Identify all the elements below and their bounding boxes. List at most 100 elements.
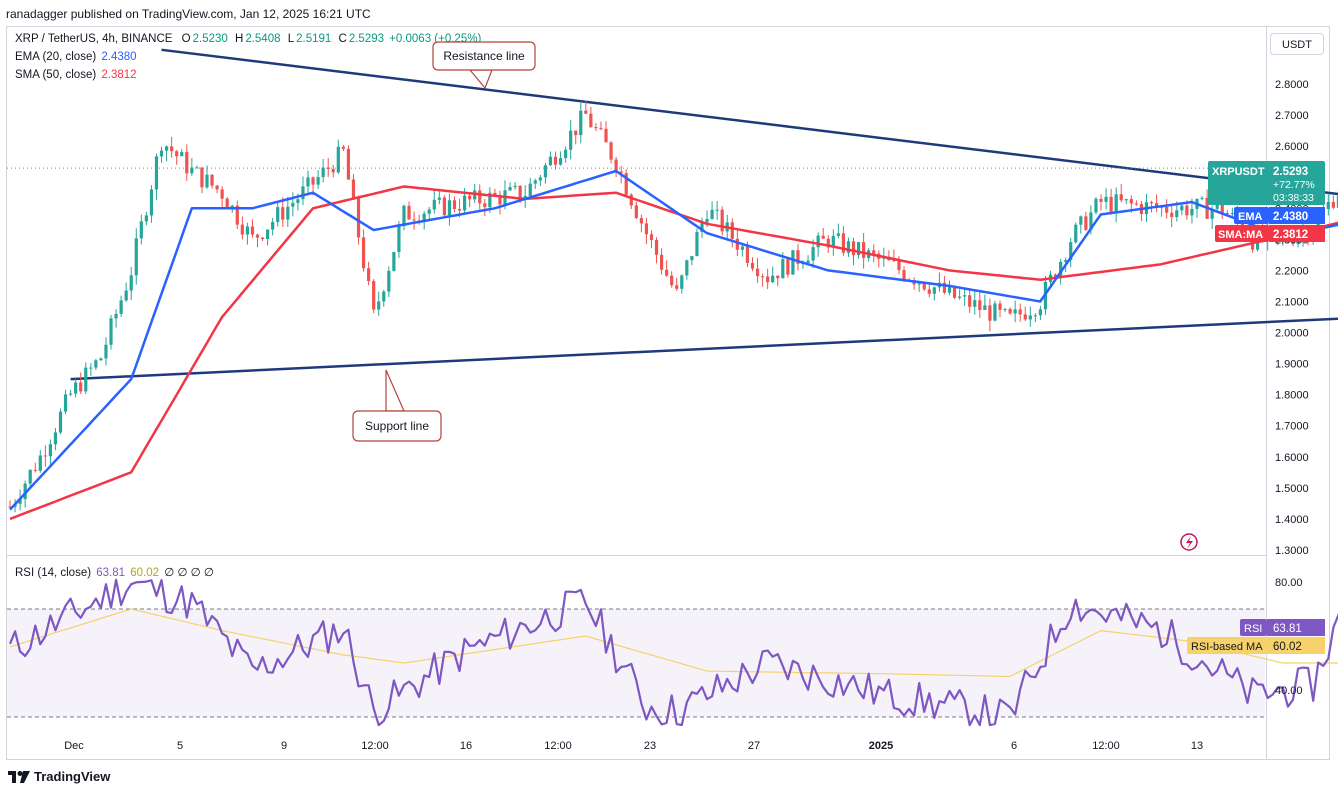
tradingview-logo[interactable]: TradingView bbox=[8, 769, 110, 784]
candle-body bbox=[1119, 194, 1123, 201]
legend-symbol-row: XRP / TetherUS, 4h, BINANCE O 2.5230 H 2.5… bbox=[15, 33, 481, 45]
rsi-badge-bg bbox=[1267, 619, 1325, 636]
candle-body bbox=[558, 158, 563, 165]
sma-line bbox=[9, 185, 1338, 521]
candle-body bbox=[311, 177, 315, 185]
candle-body bbox=[69, 393, 73, 395]
candle-body bbox=[104, 344, 108, 359]
candle-body bbox=[442, 197, 446, 216]
candle-body bbox=[321, 167, 325, 177]
candle-body bbox=[1013, 309, 1017, 314]
candle-body bbox=[1336, 195, 1338, 208]
candle-body bbox=[690, 256, 694, 261]
candle-body bbox=[634, 205, 638, 219]
legend-rsi-row: RSI (14, close) 63.81 60.02 ∅ ∅ ∅ ∅ bbox=[15, 565, 214, 579]
candle-body bbox=[326, 167, 330, 170]
candle-body bbox=[1053, 274, 1058, 279]
rsi-ma-value: 60.02 bbox=[130, 567, 160, 579]
candle-body bbox=[614, 159, 618, 172]
candle-body bbox=[1170, 212, 1174, 217]
candle-body bbox=[372, 281, 376, 310]
candle-body bbox=[468, 195, 472, 200]
sma-label[interactable]: SMA (50, close) bbox=[15, 69, 97, 81]
candle-body bbox=[761, 276, 765, 278]
candle-body bbox=[589, 113, 593, 128]
currency-button[interactable]: USDT bbox=[1270, 33, 1324, 55]
candle-body bbox=[947, 286, 952, 293]
candle-body bbox=[1230, 213, 1234, 215]
candle-body bbox=[564, 149, 568, 159]
tradingview-logo-icon bbox=[8, 770, 30, 783]
candle-body bbox=[745, 246, 750, 263]
candle-body bbox=[215, 185, 219, 190]
candle-body bbox=[957, 296, 962, 298]
resistance-trendline bbox=[161, 48, 1338, 196]
candle-body bbox=[831, 235, 835, 248]
candle-body bbox=[1326, 201, 1330, 209]
candle-body bbox=[851, 241, 856, 256]
candle-body bbox=[902, 270, 906, 280]
price-axis[interactable] bbox=[1266, 26, 1330, 760]
candle-body bbox=[377, 301, 381, 310]
candle-body bbox=[1008, 309, 1012, 314]
candle-body bbox=[1023, 314, 1027, 320]
candle-body bbox=[599, 127, 603, 129]
candle-body bbox=[1089, 212, 1093, 230]
ohlc-h-label: H bbox=[235, 33, 244, 45]
candle-body bbox=[518, 185, 522, 200]
candle-body bbox=[665, 269, 669, 276]
candle-body bbox=[1154, 203, 1159, 208]
price-tick-label: 2.8000 bbox=[1275, 79, 1309, 91]
candle-body bbox=[255, 234, 260, 238]
candle-body bbox=[18, 499, 22, 504]
ohlc-h: 2.5408 bbox=[245, 33, 281, 45]
sma-value: 2.3812 bbox=[101, 69, 137, 81]
candle-body bbox=[301, 186, 305, 200]
candle-body bbox=[862, 242, 866, 258]
candle-body bbox=[1185, 205, 1189, 216]
rsi-ma-line bbox=[9, 608, 1338, 678]
candle-body bbox=[245, 226, 249, 235]
candle-body bbox=[392, 252, 396, 271]
candle-body bbox=[230, 205, 234, 209]
time-tick-label: 27 bbox=[748, 740, 760, 752]
candle-body bbox=[553, 156, 558, 165]
candle-body bbox=[154, 156, 159, 190]
rsi-label[interactable]: RSI (14, close) bbox=[15, 567, 92, 579]
candle-body bbox=[533, 180, 537, 184]
candle-body bbox=[1225, 213, 1229, 215]
rsi-badge-label: RSI bbox=[1244, 623, 1262, 635]
candle-body bbox=[1129, 199, 1133, 204]
candle-body bbox=[397, 226, 401, 253]
candle-body bbox=[291, 202, 295, 207]
rsi-band bbox=[7, 609, 1265, 717]
candle-body bbox=[932, 287, 936, 294]
candle-body bbox=[1210, 208, 1214, 219]
pane-divider[interactable] bbox=[6, 555, 1266, 556]
candle-body bbox=[993, 303, 997, 321]
candle-body bbox=[1175, 210, 1179, 217]
candle-body bbox=[978, 300, 982, 311]
candle-body bbox=[63, 394, 68, 412]
rsi-ma-badge-label-bg bbox=[1187, 637, 1267, 654]
candle-body bbox=[1165, 206, 1169, 213]
candle-body bbox=[968, 295, 972, 307]
candle-body bbox=[796, 250, 800, 264]
candle-body bbox=[28, 469, 32, 484]
candle-body bbox=[1064, 260, 1068, 262]
symbol-label[interactable]: XRP / TetherUS, 4h, BINANCE bbox=[15, 33, 173, 45]
ohlc-o: 2.5230 bbox=[192, 33, 228, 45]
time-tick-label: 12:00 bbox=[544, 740, 572, 752]
candle-body bbox=[543, 165, 548, 178]
ema-label[interactable]: EMA (20, close) bbox=[15, 51, 97, 63]
time-tick-label: 12:00 bbox=[361, 740, 389, 752]
candle-body bbox=[276, 207, 280, 222]
candle-body bbox=[235, 205, 239, 225]
support-callout-text: Support line bbox=[365, 419, 429, 433]
candle-body bbox=[508, 187, 512, 191]
candle-body bbox=[806, 260, 810, 264]
candle-body bbox=[134, 238, 138, 276]
ema-line bbox=[9, 169, 1338, 511]
candle-body bbox=[74, 382, 78, 394]
